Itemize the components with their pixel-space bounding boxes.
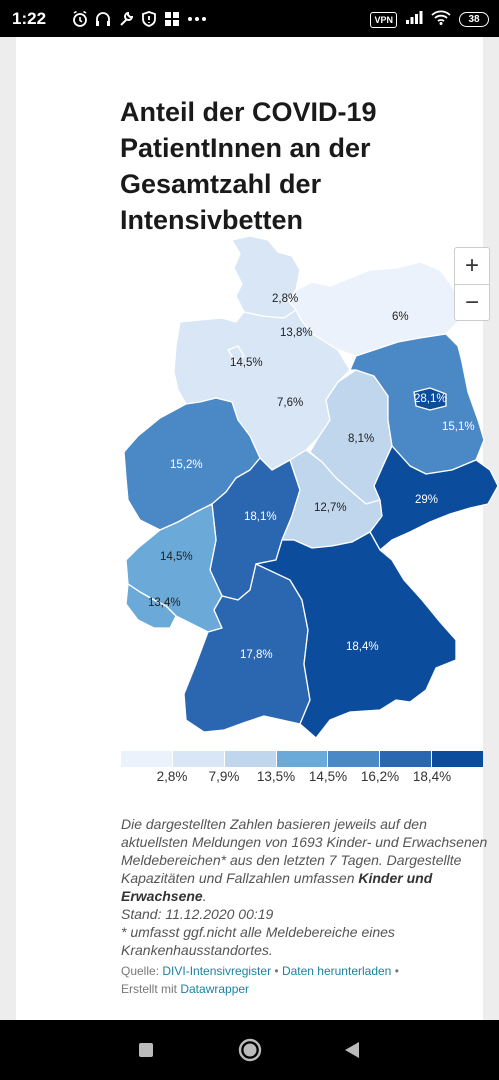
label-brandenburg: 15,1% <box>442 421 475 433</box>
label-hessen: 18,1% <box>244 511 277 523</box>
label-hamburg: 13,8% <box>280 327 313 339</box>
zoom-control: + − <box>454 247 490 321</box>
legend-swatch-6 <box>380 751 433 767</box>
label-berlin: 28,1% <box>414 393 447 405</box>
color-legend <box>121 751 484 767</box>
label-schleswig-holstein: 2,8% <box>272 293 298 305</box>
vpn-badge: VPN <box>370 11 397 28</box>
label-mecklenburg-vorpommern: 6% <box>392 311 409 323</box>
region-bremen[interactable] <box>227 345 245 363</box>
note-paragraph: Die dargestellten Zahlen basieren jeweil… <box>121 815 493 905</box>
label-baden-wuerttemberg: 17,8% <box>240 649 273 661</box>
region-sachsen[interactable] <box>369 445 499 551</box>
label-saarland: 13,4% <box>148 597 181 609</box>
square-icon <box>139 1043 153 1057</box>
legend-swatch-5 <box>328 751 381 767</box>
legend-label: 13,5% <box>256 769 296 784</box>
note-text: Die dargestellten Zahlen basieren jeweil… <box>121 816 488 886</box>
note-bold: Kinder und Erwachsene <box>121 870 433 904</box>
legend-swatch-1 <box>121 751 173 767</box>
shield-icon <box>139 9 159 29</box>
windows-icon <box>162 9 182 29</box>
signal-icon <box>405 9 423 30</box>
legend-label: 2,8% <box>156 769 188 784</box>
recents-button[interactable] <box>134 1038 158 1062</box>
more-icon <box>187 9 207 29</box>
status-time: 1:22 <box>12 9 47 28</box>
source-line: Quelle: DIVI-Intensivregister • Daten he… <box>121 962 493 998</box>
chart-title: Anteil der COVID-19 PatientInnen an der … <box>120 97 377 235</box>
label-niedersachsen: 14,5% <box>230 357 263 369</box>
note-stand: Stand: 11.12.2020 00:19 <box>121 906 274 922</box>
label-sachsen-anhalt: 8,1% <box>348 433 374 445</box>
battery-indicator: 38 <box>459 12 489 27</box>
region-berlin[interactable] <box>413 387 447 411</box>
note-footnote: * umfasst ggf.nicht alle Meldebereiche e… <box>121 924 395 958</box>
region-schleswig-holstein[interactable] <box>231 235 301 319</box>
legend-swatch-3 <box>224 751 277 767</box>
legend-label: 7,9% <box>208 769 240 784</box>
note-text-end: . <box>202 888 207 904</box>
legend-label: 16,2% <box>360 769 400 784</box>
headset-icon <box>93 9 113 29</box>
legend-swatch-4 <box>276 751 329 767</box>
back-button[interactable] <box>340 1038 364 1062</box>
navigation-bar <box>0 1020 499 1080</box>
label-bayern: 18,4% <box>346 641 379 653</box>
status-bar: 1:22 VPN 38 <box>0 0 499 37</box>
region-saarland[interactable] <box>125 583 177 629</box>
zoom-in-button[interactable]: + <box>464 252 479 279</box>
label-bremen: 7,6% <box>277 397 303 409</box>
legend-swatch-7 <box>432 751 484 767</box>
legend-swatch-2 <box>172 751 225 767</box>
label-nordrhein-westfalen: 15,2% <box>170 459 203 471</box>
zoom-divider <box>455 284 489 285</box>
legend-label: 14,5% <box>308 769 348 784</box>
divi-link[interactable]: DIVI-Intensivregister <box>162 964 272 978</box>
source-separator: • <box>391 964 399 978</box>
source-prefix: Quelle: <box>121 964 163 978</box>
status-right: VPN 38 <box>370 9 489 30</box>
label-sachsen: 29% <box>415 494 438 506</box>
wifi-icon <box>431 9 451 30</box>
wrench-icon <box>116 9 136 29</box>
created-with-label: Erstellt mit <box>121 982 181 996</box>
label-rheinland-pfalz: 14,5% <box>160 551 193 563</box>
chart-notes: Die dargestellten Zahlen basieren jeweil… <box>121 815 493 959</box>
region-bayern[interactable] <box>255 531 457 739</box>
legend-label: 18,4% <box>412 769 452 784</box>
home-button[interactable] <box>238 1038 262 1062</box>
circle-icon <box>238 1038 262 1062</box>
datawrapper-link[interactable]: Datawrapper <box>180 982 250 996</box>
triangle-back-icon <box>345 1042 359 1058</box>
download-data-link[interactable]: Daten herunterladen <box>281 964 392 978</box>
label-thueringen: 12,7% <box>314 502 347 514</box>
source-separator: • <box>271 964 282 978</box>
alarm-icon <box>70 9 90 29</box>
zoom-out-button[interactable]: − <box>464 289 479 316</box>
